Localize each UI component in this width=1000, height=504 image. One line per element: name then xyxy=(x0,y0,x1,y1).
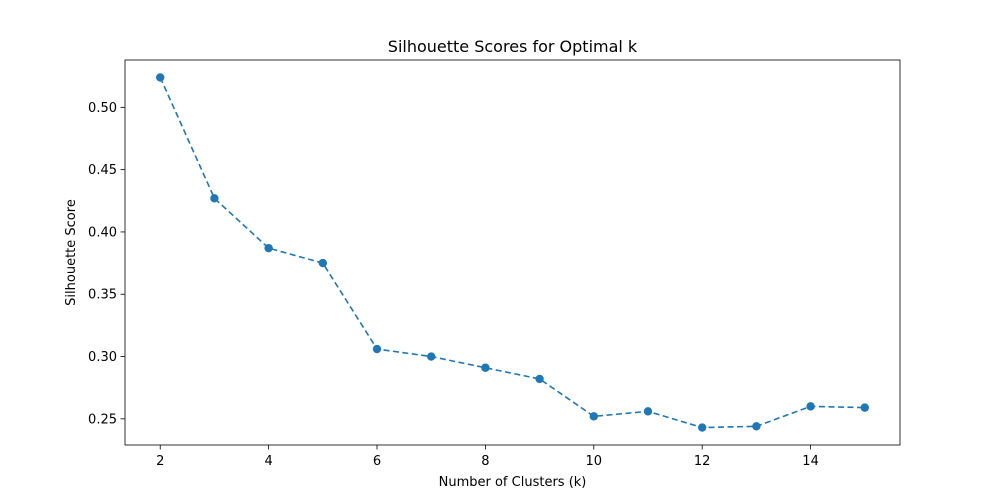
y-tick-label: 0.50 xyxy=(88,101,117,116)
data-point xyxy=(481,363,490,372)
x-tick-label: 14 xyxy=(802,454,819,469)
data-point xyxy=(643,407,653,416)
data-point xyxy=(318,258,328,268)
y-tick-label: 0.30 xyxy=(88,350,117,365)
data-point xyxy=(156,73,165,82)
x-tick-label: 6 xyxy=(373,454,381,469)
series-line xyxy=(159,77,865,429)
data-point xyxy=(372,344,382,354)
chart-title: Silhouette Scores for Optimal k xyxy=(388,37,638,56)
data-point xyxy=(535,374,544,384)
x-tick-label: 2 xyxy=(156,454,164,469)
data-point xyxy=(860,403,869,412)
y-tick-label: 0.25 xyxy=(88,412,117,427)
x-axis-ticks: 2 4 6 8 10 12 14 xyxy=(156,445,819,469)
data-point xyxy=(752,422,761,431)
data-point xyxy=(427,352,436,361)
data-point xyxy=(697,423,707,432)
y-axis-ticks: 0.25 0.30 0.35 0.40 0.45 0.50 xyxy=(88,101,125,427)
x-tick-label: 10 xyxy=(586,454,603,469)
x-tick-label: 4 xyxy=(264,454,272,469)
data-point xyxy=(806,402,815,411)
series-layer xyxy=(156,73,869,432)
x-tick-label: 12 xyxy=(694,454,711,469)
y-tick-label: 0.45 xyxy=(88,163,117,178)
y-tick-label: 0.35 xyxy=(88,288,117,303)
plot-frame xyxy=(124,59,901,446)
y-tick-label: 0.40 xyxy=(88,225,117,240)
x-axis-label: Number of Clusters (k) xyxy=(439,475,587,490)
y-axis-label: Silhouette Score xyxy=(64,199,79,306)
data-point xyxy=(589,412,598,421)
data-point xyxy=(264,243,273,253)
plot-area xyxy=(125,60,900,445)
data-point xyxy=(210,194,219,203)
x-tick-label: 8 xyxy=(481,454,489,469)
